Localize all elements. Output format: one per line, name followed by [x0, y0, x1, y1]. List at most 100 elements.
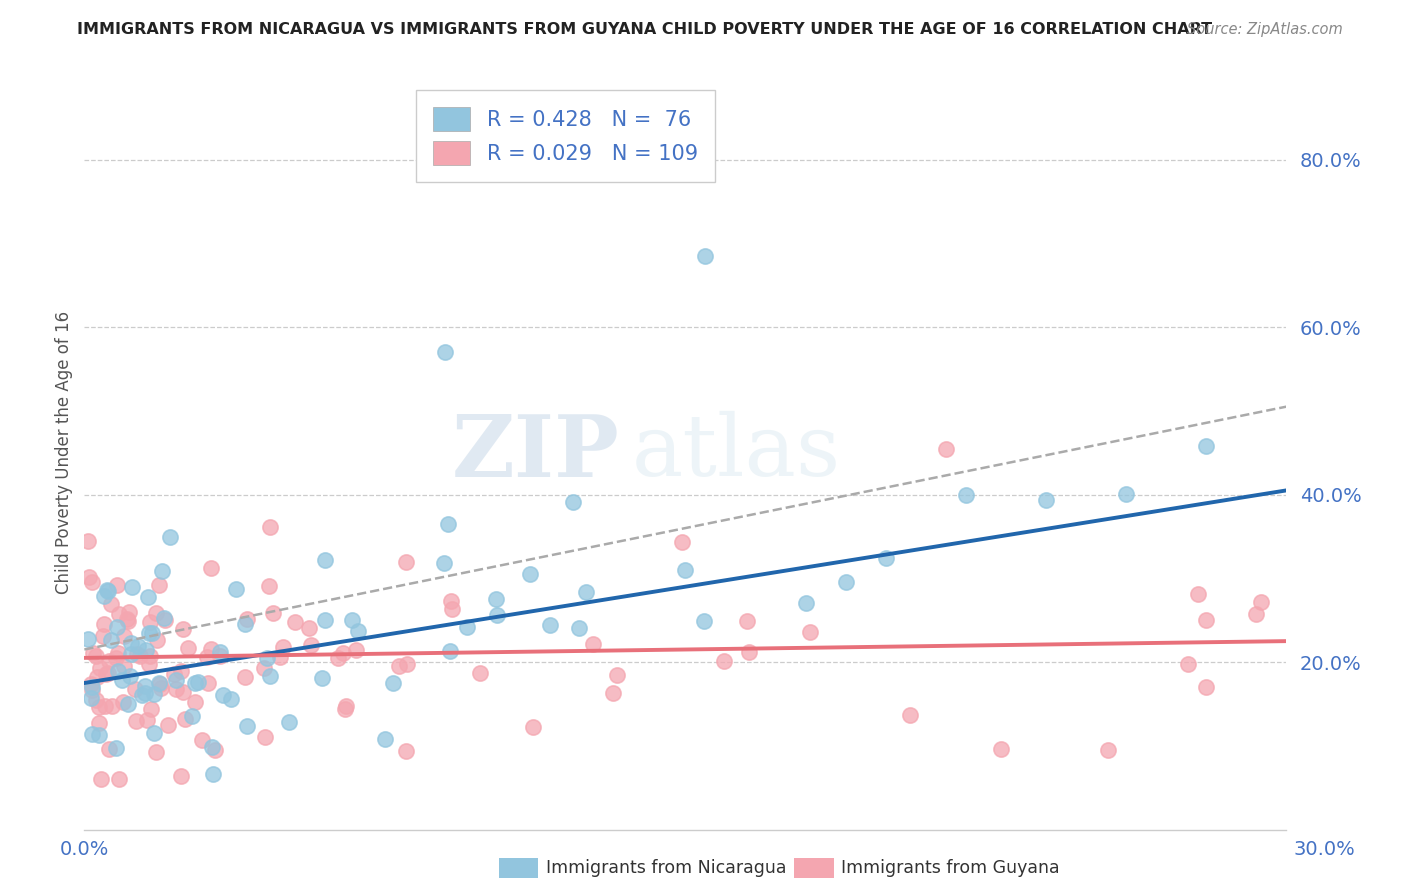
Point	[875, 551, 897, 566]
Point	[935, 442, 957, 456]
Point	[602, 686, 624, 700]
Point	[200, 642, 222, 657]
Point	[77, 569, 100, 583]
Point	[143, 687, 166, 701]
Point	[208, 645, 231, 659]
Point	[794, 596, 817, 610]
Point	[107, 607, 129, 621]
Point	[374, 731, 396, 746]
Point	[115, 612, 138, 626]
Point	[134, 679, 156, 693]
Point	[799, 624, 821, 639]
Point	[136, 590, 159, 604]
Point	[1097, 742, 1119, 756]
Point	[100, 633, 122, 648]
Point	[165, 673, 187, 687]
Point	[433, 556, 456, 570]
Point	[148, 578, 170, 592]
Point	[233, 670, 256, 684]
Point	[97, 666, 120, 681]
Point	[94, 698, 117, 713]
Point	[342, 613, 364, 627]
Point	[1187, 587, 1209, 601]
Text: Immigrants from Nicaragua: Immigrants from Nicaragua	[546, 859, 786, 877]
Point	[257, 579, 280, 593]
Point	[333, 702, 356, 716]
Point	[159, 530, 181, 544]
Point	[100, 597, 122, 611]
Point	[522, 720, 544, 734]
Point	[1195, 439, 1218, 453]
Point	[236, 612, 259, 626]
Point	[713, 654, 735, 668]
Point	[835, 574, 858, 589]
Point	[898, 708, 921, 723]
Point	[176, 640, 198, 655]
Point	[150, 681, 173, 695]
Point	[87, 699, 110, 714]
Point	[93, 589, 115, 603]
Point	[439, 644, 461, 658]
Point	[120, 647, 142, 661]
Point	[395, 744, 418, 758]
Point	[146, 632, 169, 647]
Point	[82, 680, 104, 694]
Point	[108, 772, 131, 787]
Point	[346, 624, 368, 639]
Point	[138, 657, 160, 672]
Point	[328, 650, 350, 665]
Point	[1195, 680, 1218, 694]
Point	[187, 675, 209, 690]
Point	[127, 647, 149, 661]
Point	[117, 697, 139, 711]
Point	[174, 712, 197, 726]
Point	[737, 614, 759, 628]
Point	[165, 681, 187, 696]
Point	[254, 730, 277, 744]
Point	[738, 644, 761, 658]
Point	[118, 605, 141, 619]
Point	[440, 594, 463, 608]
Point	[568, 622, 591, 636]
Point	[195, 649, 218, 664]
Point	[1115, 487, 1137, 501]
Point	[396, 657, 419, 671]
Point	[1250, 595, 1272, 609]
Point	[112, 629, 135, 643]
Point	[990, 742, 1012, 756]
Point	[1177, 657, 1199, 671]
Point	[149, 677, 172, 691]
Point	[145, 606, 167, 620]
Point	[197, 676, 219, 690]
Point	[278, 715, 301, 730]
Point	[256, 651, 278, 665]
Point	[139, 649, 162, 664]
Point	[105, 620, 128, 634]
Point	[131, 689, 153, 703]
Point	[80, 691, 103, 706]
Point	[134, 686, 156, 700]
Point	[236, 719, 259, 733]
Point	[695, 249, 717, 263]
Point	[124, 681, 146, 696]
Point	[104, 740, 127, 755]
Point	[955, 488, 977, 502]
Point	[335, 698, 357, 713]
Point	[107, 646, 129, 660]
Point	[120, 636, 142, 650]
Point	[671, 535, 693, 549]
Point	[253, 661, 276, 675]
Point	[86, 670, 108, 684]
Point	[105, 578, 128, 592]
Point	[77, 632, 100, 647]
Text: 0.0%: 0.0%	[59, 839, 110, 858]
Point	[456, 620, 478, 634]
Text: IMMIGRANTS FROM NICARAGUA VS IMMIGRANTS FROM GUYANA CHILD POVERTY UNDER THE AGE : IMMIGRANTS FROM NICARAGUA VS IMMIGRANTS …	[77, 22, 1212, 37]
Point	[208, 649, 231, 664]
Point	[201, 740, 224, 755]
Point	[80, 677, 103, 691]
Point	[190, 733, 212, 747]
Text: 30.0%: 30.0%	[1294, 839, 1355, 858]
Point	[142, 726, 165, 740]
Point	[153, 611, 176, 625]
